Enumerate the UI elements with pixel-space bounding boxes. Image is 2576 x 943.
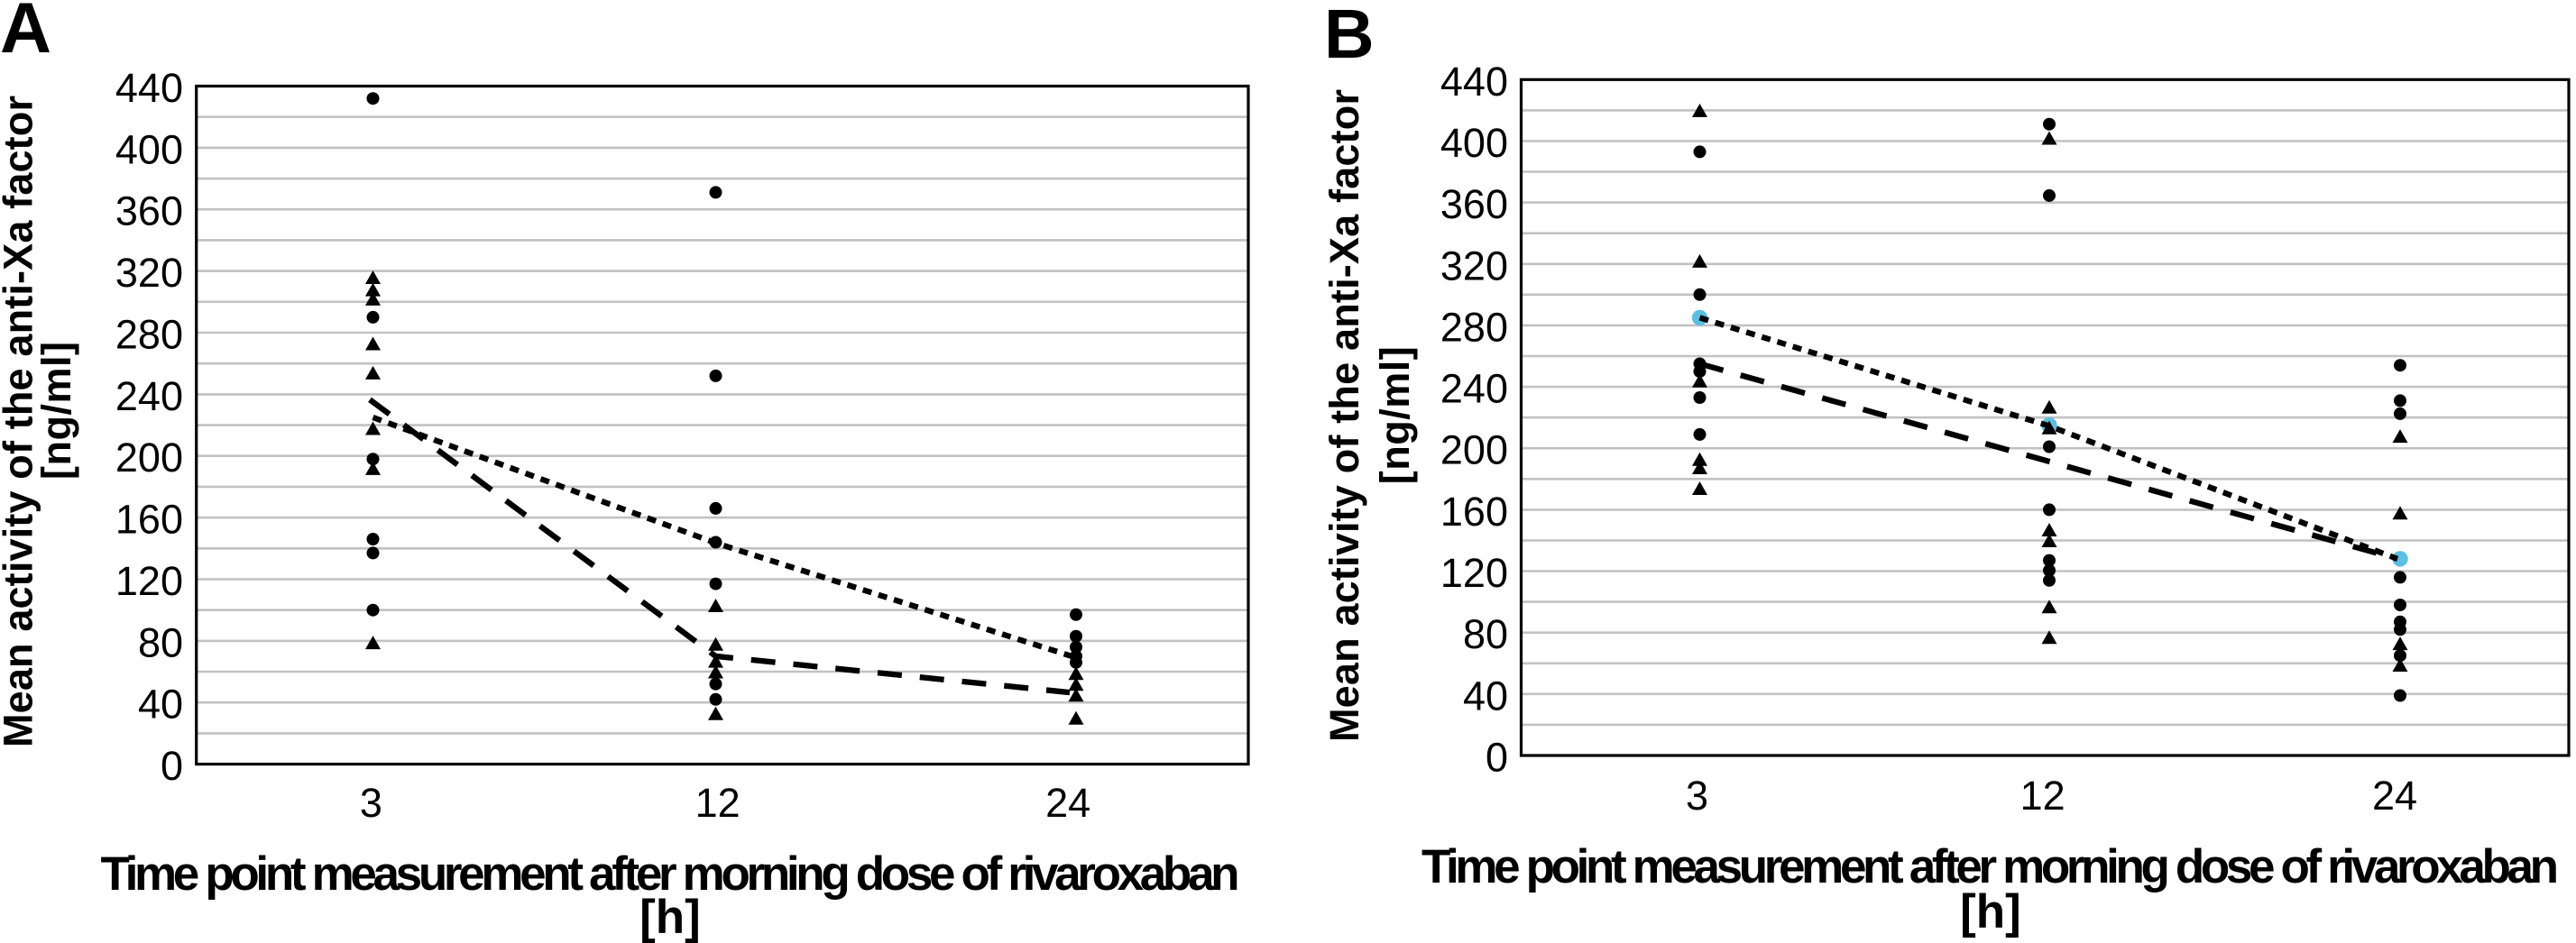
svg-text:200: 200	[115, 435, 183, 481]
svg-text:360: 360	[115, 188, 183, 234]
svg-text:200: 200	[1440, 427, 1508, 473]
svg-text:240: 240	[1440, 366, 1508, 412]
svg-text:120: 120	[115, 558, 183, 604]
svg-text:280: 280	[115, 312, 183, 358]
svg-text:240: 240	[115, 373, 183, 419]
svg-text:440: 440	[115, 65, 183, 111]
svg-text:24: 24	[1045, 780, 1090, 826]
svg-text:[ng/ml]: [ng/ml]	[1372, 346, 1418, 484]
svg-text:24: 24	[2372, 773, 2417, 819]
svg-text:[ng/ml]: [ng/ml]	[33, 342, 79, 480]
svg-text:400: 400	[1440, 120, 1508, 166]
svg-text:80: 80	[1463, 611, 1508, 657]
svg-text:Time point measurement after m: Time point measurement after morning dos…	[1421, 840, 2559, 893]
svg-text:40: 40	[138, 682, 183, 728]
svg-text:40: 40	[1463, 673, 1508, 719]
svg-text:440: 440	[1440, 59, 1508, 105]
svg-text:160: 160	[115, 497, 183, 543]
svg-text:B: B	[1324, 0, 1375, 73]
svg-text:400: 400	[115, 126, 183, 172]
svg-text:360: 360	[1440, 181, 1508, 227]
svg-text:Mean activity of the anti-Xa f: Mean activity of the anti-Xa factor	[1321, 89, 1367, 742]
svg-text:280: 280	[1440, 304, 1508, 350]
svg-text:320: 320	[115, 250, 183, 296]
svg-text:[h]: [h]	[639, 891, 701, 943]
svg-text:3: 3	[1686, 773, 1708, 819]
svg-text:3: 3	[360, 780, 382, 826]
svg-text:80: 80	[138, 619, 183, 665]
svg-text:Time point measurement after m: Time point measurement after morning dos…	[101, 847, 1240, 901]
svg-text:0: 0	[1486, 735, 1508, 781]
svg-text:0: 0	[161, 743, 183, 789]
svg-text:12: 12	[695, 780, 741, 826]
svg-text:120: 120	[1440, 550, 1508, 596]
svg-text:[h]: [h]	[1960, 885, 2021, 938]
svg-text:160: 160	[1440, 489, 1508, 535]
svg-text:12: 12	[2020, 773, 2065, 819]
svg-text:320: 320	[1440, 243, 1508, 288]
svg-text:Mean activity of the anti-Xa f: Mean activity of the anti-Xa factor	[0, 96, 41, 747]
svg-text:A: A	[0, 0, 51, 68]
